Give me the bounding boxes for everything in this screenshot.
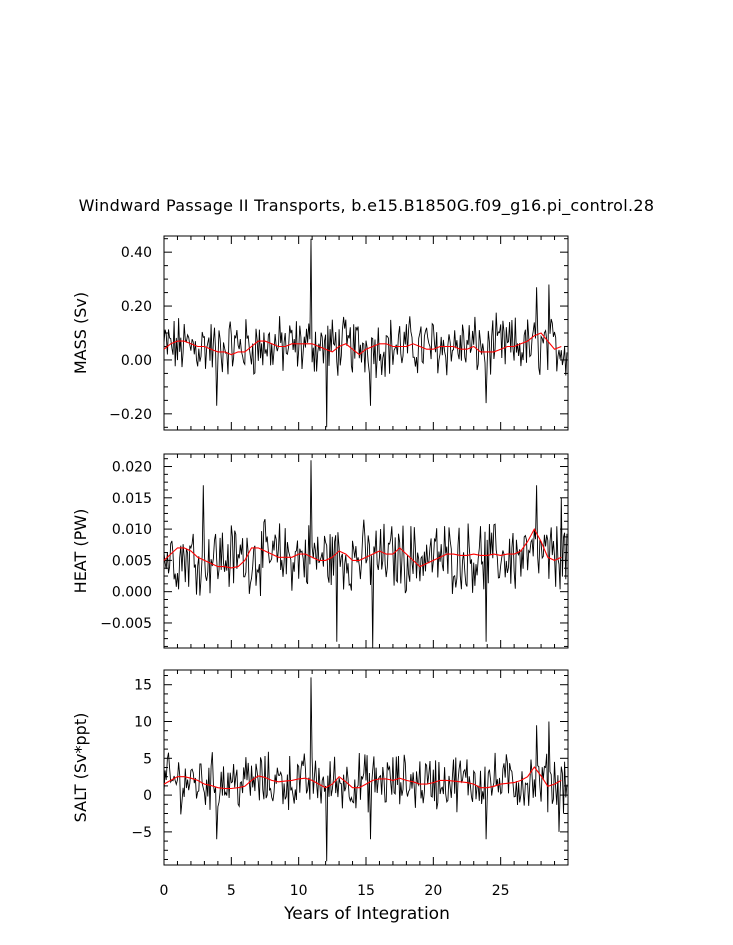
x-tick-label: 15 — [357, 883, 375, 899]
plot-frame — [163, 453, 569, 649]
series-monthly-line — [163, 238, 568, 428]
y-tick-label: 0.020 — [112, 460, 152, 476]
x-tick-label: 20 — [424, 883, 442, 899]
x-tick-label: 25 — [492, 883, 510, 899]
y-axis-label: MASS (Sv) — [71, 292, 90, 374]
y-axis-label: HEAT (PW) — [71, 509, 90, 594]
x-axis-label: Years of Integration — [283, 904, 450, 924]
y-tick-label: 0.005 — [112, 553, 152, 569]
y-axis-label: SALT (Sv*ppt) — [71, 713, 90, 823]
plot-frame — [163, 235, 569, 431]
series-monthly-line — [163, 460, 568, 649]
chart-title: Windward Passage II Transports, b.e15.B1… — [78, 196, 655, 215]
y-tick-label: 0.40 — [121, 245, 152, 261]
x-tick-label: 5 — [227, 883, 236, 899]
y-tick-label: −0.005 — [100, 616, 152, 632]
y-tick-label: 0.20 — [121, 299, 152, 315]
series-annual-mean-line — [163, 527, 562, 569]
y-tick-label: 0.00 — [121, 353, 152, 369]
y-tick-label: 0.000 — [112, 585, 152, 601]
x-tick-label: 0 — [160, 883, 169, 899]
y-tick-label: 0.015 — [112, 491, 152, 507]
y-tick-label: 0.010 — [112, 522, 152, 538]
y-tick-label: 0 — [143, 788, 152, 804]
series-annual-mean-line — [163, 332, 562, 356]
y-tick-label: −5 — [131, 825, 152, 841]
panel-3: −5 0 5 10 15 0 5 10 15 20 25 SALT (Sv*ppt) — [71, 669, 569, 899]
series-monthly-line — [163, 677, 568, 862]
series-annual-mean-line — [163, 766, 562, 790]
panel-2: −0.005 0.000 0.005 0.010 0.015 0.020 HEAT (PW) — [71, 453, 569, 649]
y-tick-label: −0.20 — [109, 407, 152, 423]
y-tick-label: 10 — [134, 715, 152, 731]
x-tick-label: 10 — [290, 883, 308, 899]
y-tick-label: 5 — [143, 751, 152, 767]
y-tick-label: 15 — [134, 678, 152, 694]
panel-1: −0.20 0.00 0.20 0.40 MASS (Sv) — [71, 235, 569, 431]
